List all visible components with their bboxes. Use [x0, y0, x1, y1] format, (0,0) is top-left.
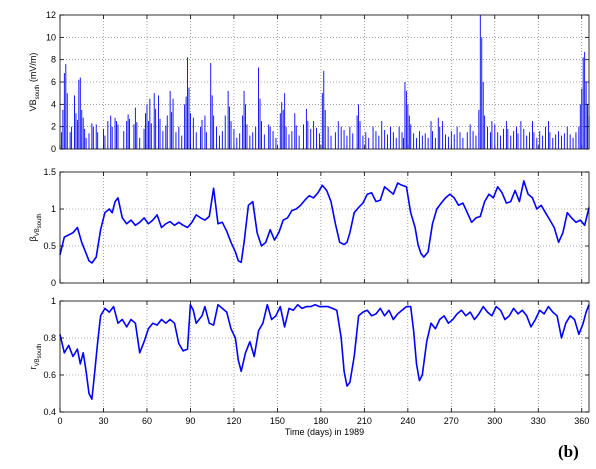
- y-tick-label: 2: [51, 122, 56, 132]
- y-tick-label: 0.4: [43, 407, 56, 417]
- axes-frame: [59, 300, 590, 413]
- x-tick-label: 120: [226, 416, 241, 426]
- x-tick-label: 90: [185, 416, 195, 426]
- x-axis-label: Time (days) in 1989: [285, 427, 364, 437]
- series-line: [59, 303, 590, 400]
- y-tick-label: 0.5: [43, 241, 56, 251]
- y-tick-label: 6: [51, 77, 56, 87]
- axes-frame: [59, 14, 590, 150]
- y-axis-label: βVBsouth: [28, 214, 43, 242]
- y-tick-label: 1: [51, 204, 56, 214]
- x-tick-label: 30: [98, 416, 108, 426]
- x-tick-label: 300: [487, 416, 502, 426]
- panel-vb-south: 0 2 4 6 8 10 12 VBsouth (mV/m): [28, 10, 590, 154]
- series-line: [59, 180, 590, 264]
- x-tick-label: 0: [57, 416, 62, 426]
- y-tick-label: 4: [51, 99, 56, 109]
- y-tick-label: 10: [46, 32, 56, 42]
- x-tick-label: 210: [357, 416, 372, 426]
- y-tick-label: 0: [51, 278, 56, 288]
- axes-frame: [59, 171, 590, 284]
- y-axis-label: rVBsouth: [28, 344, 43, 370]
- y-tick-label: 0.6: [43, 370, 56, 380]
- y-tick-label: 1.5: [43, 167, 56, 177]
- x-tick-label: 180: [313, 416, 328, 426]
- y-tick-label: 12: [46, 10, 56, 20]
- panel-beta-vb-south: 0 0.5 1 1.5 βVBsouth: [28, 167, 590, 288]
- x-tick-label: 150: [270, 416, 285, 426]
- y-tick-label: 0: [51, 144, 56, 154]
- x-tick-label: 360: [574, 416, 589, 426]
- y-tick-label: 1: [51, 296, 56, 306]
- y-tick-label: 8: [51, 55, 56, 65]
- x-tick-label: 60: [142, 416, 152, 426]
- y-tick-label: 0.8: [43, 333, 56, 343]
- y-axis-label: VBsouth (mV/m): [28, 53, 41, 112]
- x-tick-label: 330: [531, 416, 546, 426]
- x-tick-label: 270: [444, 416, 459, 426]
- panel-r-vb-south: 0.4 0.6 0.8 1 rVBsouth 0 30 60 90 120 150 180 210 240…: [28, 296, 590, 437]
- panel-label: (b): [558, 442, 579, 461]
- x-tick-label: 240: [400, 416, 415, 426]
